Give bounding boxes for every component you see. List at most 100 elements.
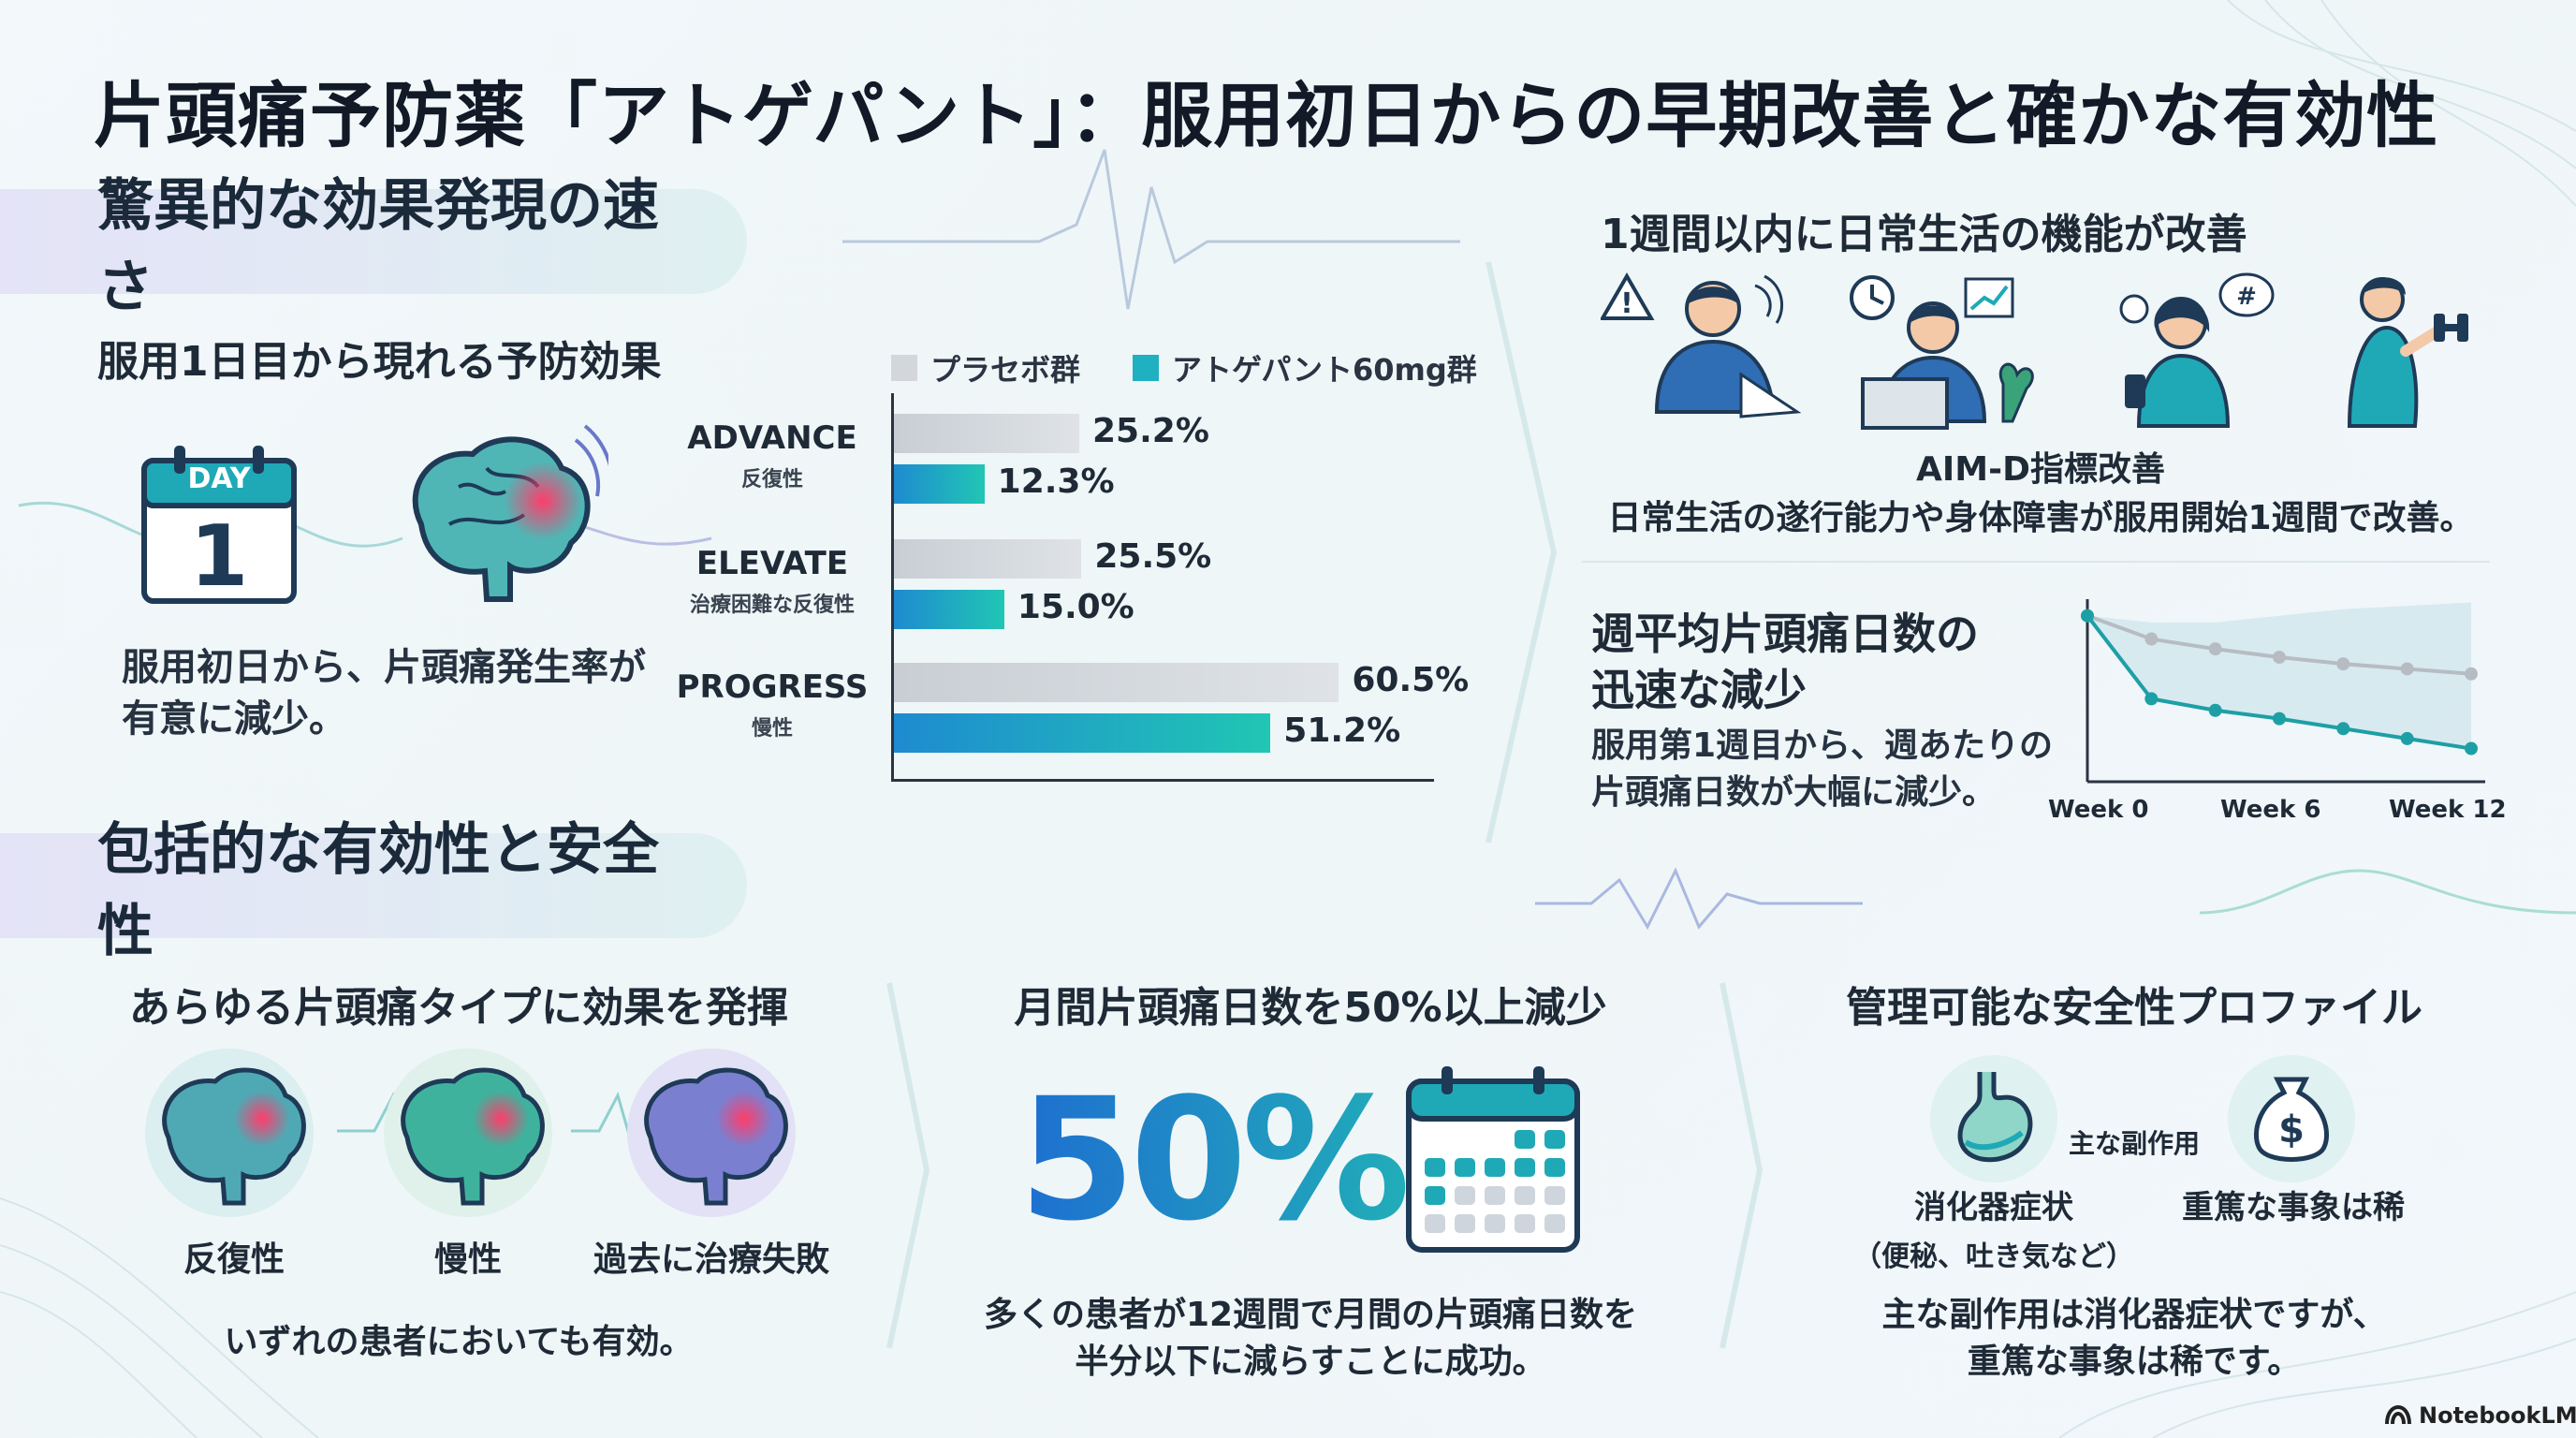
- svg-text:$: $: [2278, 1108, 2305, 1152]
- daily-function-title: 1週間以内に日常生活の機能が改善: [1601, 211, 2247, 258]
- brain-treatment-failure-icon: [627, 1049, 796, 1217]
- weekly-chart-description-line1: 服用第1週目から、週あたりの: [1591, 726, 2054, 765]
- weekly-line-chart: [2081, 599, 2485, 784]
- side-effect-gi-line1: 消化器症状: [1914, 1189, 2073, 1226]
- types-footer: いずれの患者においても有効。: [224, 1323, 694, 1361]
- calendar-cell: [1425, 1214, 1445, 1233]
- weekly-tick-week0: Week 0: [2048, 796, 2149, 824]
- weekly-chart-description: 服用第1週目から、週あたりの 片頭痛日数が大幅に減少。: [1591, 723, 2053, 815]
- category-label-elevate: ELEVATE 治療困難な反復性: [665, 545, 880, 618]
- calendar-cell: [1455, 1186, 1475, 1205]
- bar-drug-elevate: [894, 590, 1004, 629]
- day-badge-number: 1: [189, 507, 249, 606]
- bar-placebo-elevate: [894, 539, 1082, 579]
- monthly-calendar-icon: [1404, 1063, 1582, 1255]
- safety-title: 管理可能な安全性プロファイル: [1846, 984, 2422, 1032]
- type-label-chronic: 慢性: [433, 1240, 502, 1279]
- weekly-point-0-5: [2400, 662, 2414, 676]
- bar-placebo-advance: [894, 414, 1079, 453]
- brand-name: NotebookLM: [2419, 1402, 2576, 1429]
- section-pill-comprehensive: 包括的な有効性と安全性: [0, 817, 747, 964]
- daily-function-illustrations: ! #: [1599, 271, 2481, 431]
- side-effect-gi: 消化器症状 （便秘、吐き気など）: [1853, 1181, 2134, 1274]
- daily-function-description: 日常生活の遂行能力や身体障害が服用開始1週間で改善。: [1607, 499, 2474, 537]
- brain-pain-icon: [384, 412, 615, 618]
- day-one-calendar-icon: DAY 1: [140, 440, 298, 606]
- calendar-cell: [1544, 1186, 1565, 1205]
- page-title: 片頭痛予防薬「アトゲパント」：服用初日からの早期改善と確かな有効性: [94, 74, 2439, 157]
- warning-icon: !: [1599, 272, 1655, 320]
- notebooklm-logo-icon: [2385, 1405, 2411, 1425]
- calendar-cell: [1455, 1158, 1475, 1177]
- daily-function-metric: AIM-D指標改善: [1916, 450, 2165, 489]
- calendar-cell: [1515, 1130, 1535, 1149]
- calendar-cell: [1544, 1214, 1565, 1233]
- clock-icon: [1850, 275, 1895, 320]
- bar-drug-advance: [894, 464, 985, 504]
- weekly-point-0-4: [2336, 657, 2350, 671]
- weekly-tick-week6: Week 6: [2220, 796, 2321, 824]
- legend-swatch-placebo: [891, 355, 917, 381]
- weekly-point-1-3: [2273, 712, 2286, 726]
- calendar-cell: [1425, 1158, 1445, 1177]
- calendar-cell: [1515, 1158, 1535, 1177]
- monthly-description: 多くの患者が12週間で月間の片頭痛日数を 半分以下に減らすことに成功。: [955, 1292, 1666, 1387]
- bar-chart: ADVANCE 反復性 ELEVATE 治療困難な反復性 PROGRESS 慢性…: [677, 393, 1469, 786]
- calendar-cell: [1455, 1214, 1475, 1233]
- calendar-cell: [1425, 1186, 1445, 1205]
- weekly-point-1-5: [2400, 731, 2414, 745]
- weekly-point-0-6: [2465, 667, 2478, 681]
- dumbbell-icon: [2434, 314, 2468, 342]
- side-effect-label: 主な副作用: [2069, 1128, 2201, 1159]
- weekly-chart-title-line2: 迅速な減少: [1591, 664, 1807, 715]
- legend-label-placebo: プラセボ群: [930, 352, 1081, 388]
- speed-description-line2: 有意に減少。: [122, 697, 346, 741]
- weekly-point-0-2: [2208, 642, 2222, 656]
- category-name-advance: ADVANCE: [687, 419, 857, 457]
- calendar-cell: [1485, 1214, 1505, 1233]
- category-label-advance: ADVANCE 反復性: [665, 419, 880, 492]
- category-label-progress: PROGRESS 慢性: [665, 668, 880, 741]
- bar-value-placebo-advance: 25.2%: [1092, 412, 1209, 450]
- category-sub-progress: 慢性: [751, 717, 793, 741]
- category-sub-elevate: 治療困難な反復性: [689, 594, 855, 617]
- category-sub-advance: 反復性: [740, 468, 803, 492]
- bar-value-drug-elevate: 15.0%: [1017, 588, 1134, 626]
- type-label-episodic: 反復性: [183, 1240, 285, 1279]
- weekly-point-1-6: [2465, 741, 2478, 756]
- calendar-cell: [1485, 1158, 1505, 1177]
- weekly-point-1-4: [2336, 722, 2350, 736]
- weekly-point-0-3: [2273, 651, 2286, 665]
- monthly-description-line1: 多くの患者が12週間で月間の片頭痛日数を: [983, 1296, 1638, 1334]
- speed-description-line1: 服用初日から、片頭痛発生率が: [122, 646, 646, 689]
- weekly-point-0-1: [2144, 632, 2159, 646]
- legend-item-placebo: プラセボ群: [891, 346, 1080, 389]
- bar-placebo-progress: [894, 663, 1339, 702]
- weekly-point-1-1: [2144, 692, 2159, 706]
- calendar-cell: [1485, 1186, 1505, 1205]
- category-name-elevate: ELEVATE: [695, 545, 849, 582]
- types-title: あらゆる片頭痛タイプに効果を発揮: [129, 984, 788, 1032]
- bar-drug-progress: [894, 713, 1271, 753]
- bar-value-placebo-progress: 60.5%: [1352, 661, 1470, 699]
- safety-footer-line1: 主な副作用は消化器症状ですが、: [1881, 1296, 2387, 1334]
- weekly-area: [2087, 602, 2471, 749]
- weekly-chart-description-line2: 片頭痛日数が大幅に減少。: [1591, 772, 1997, 812]
- weekly-chart-title: 週平均片頭痛日数の 迅速な減少: [1591, 607, 1979, 719]
- bar-value-drug-advance: 12.3%: [997, 462, 1115, 501]
- category-name-progress: PROGRESS: [676, 668, 869, 706]
- svg-text:#: #: [2236, 283, 2257, 311]
- hashtag-bubble-icon: #: [2218, 272, 2275, 317]
- svg-text:!: !: [1620, 287, 1633, 320]
- bar-value-drug-progress: 51.2%: [1283, 712, 1401, 750]
- calendar-cell: [1544, 1130, 1565, 1149]
- money-bag-icon: $: [2226, 1053, 2357, 1184]
- stomach-icon: [1928, 1053, 2059, 1184]
- weekly-tick-week12: Week 12: [2389, 796, 2507, 824]
- trend-up-icon: [1964, 277, 2014, 318]
- bar-chart-x-axis: [891, 779, 1434, 782]
- types-brains: [140, 1039, 814, 1226]
- safety-footer-line2: 重篤な事象は稀です。: [1967, 1343, 2302, 1382]
- bar-value-placebo-elevate: 25.5%: [1094, 537, 1212, 576]
- speed-description: 服用初日から、片頭痛発生率が 有意に減少。: [122, 642, 702, 745]
